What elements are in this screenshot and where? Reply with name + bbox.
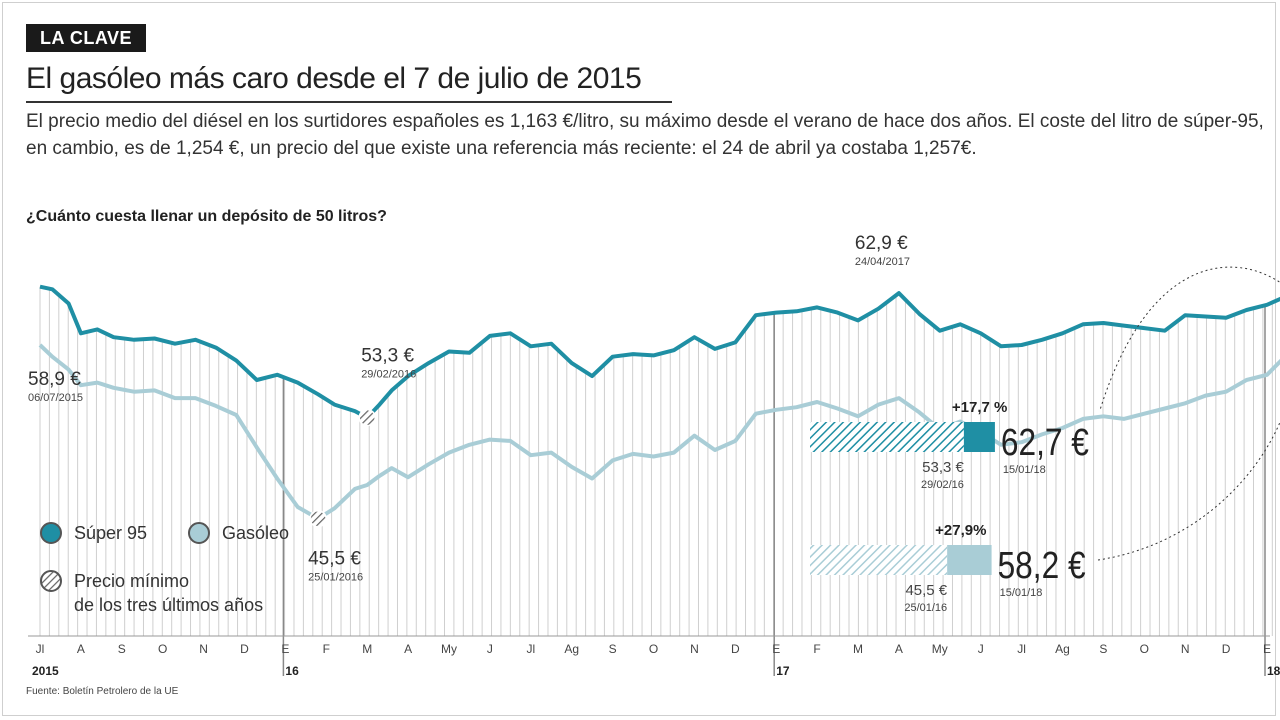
series-line [38,343,1280,521]
year-tick-label: 18 [1267,664,1280,678]
legend-minimum-swatch [40,570,62,592]
legend-minimum-line1: Precio mínimo [74,571,190,591]
legend-item-super: Súper 95 [40,522,147,544]
min-value-label: 53,3 € [922,459,964,476]
annotation-value: 62,9 € [855,233,908,254]
chart-lines [38,284,1280,521]
current-value-label: 58,2 € [998,545,1086,587]
min-price-bar [810,545,948,575]
minimum-marker [358,408,376,427]
month-tick-label: My [441,642,457,656]
min-value-label: 45,5 € [905,582,947,599]
legend-gasoleo-label: Gasóleo [222,522,290,543]
change-label: +27,9% [935,522,986,539]
x-axis: Jl A S O N D E F M A My J Jl Ag S O N D E F M A My J Jl Ag S O N D E 20… [32,642,1280,678]
legend-gasoleo-swatch [188,522,210,544]
legend-super-swatch [40,522,62,544]
month-tick-label: J [487,642,493,656]
month-tick-label: M [853,642,863,656]
month-tick-label: N [1181,642,1190,656]
month-tick-label: S [609,642,617,656]
current-date-label: 15/01/18 [1000,587,1043,599]
month-tick-label: O [649,642,658,656]
annotation-date: 06/07/2015 [28,392,83,404]
month-tick-label: A [895,642,903,656]
current-date-label: 15/01/18 [1003,464,1046,476]
month-tick-label: My [932,642,948,656]
month-tick-label: Ag [1055,642,1070,656]
min-price-bar [810,422,964,452]
month-tick-label: D [240,642,249,656]
chart-annotations: 58,9 € 06/07/2015 53,3 € 29/02/2016 45,5 € 25… [28,233,910,584]
month-tick-label: A [404,642,412,656]
month-tick-label: Jl [526,642,535,656]
month-tick-label: S [118,642,126,656]
description: El precio medio del diésel en los surtid… [26,111,1264,159]
month-tick-label: F [813,642,820,656]
month-tick-label: N [199,642,208,656]
annotation-date: 25/01/2016 [308,572,363,584]
month-tick-label: E [1263,642,1271,656]
source-note: Fuente: Boletín Petrolero de la UE [26,686,179,697]
year-tick-label: 17 [776,664,790,678]
month-tick-label: Jl [1017,642,1026,656]
min-date-label: 25/01/16 [904,602,947,614]
current-value-label: 62,7 € [1001,422,1089,464]
connector-gasoleo [1097,420,1280,561]
chart-question: ¿Cuánto cuesta llenar un depósito de 50 … [26,208,387,225]
change-label: +17,7 % [952,399,1007,416]
chart-grid [28,286,1273,676]
legend-super-label: Súper 95 [74,522,148,543]
series-line [39,284,1280,420]
annotation-date: 29/02/2016 [361,369,416,381]
month-tick-label: J [978,642,984,656]
legend-item-gasoleo: Gasóleo [188,522,289,544]
annotation-date: 24/04/2017 [855,256,910,268]
legend-item-minimum: Precio mínimo de los tres últimos años [40,569,263,617]
year-tick-label: 16 [285,664,299,678]
month-tick-label: M [362,642,372,656]
month-tick-label: Ag [564,642,579,656]
min-date-label: 29/02/16 [921,479,964,491]
page-title: El gasóleo más caro desde el 7 de julio … [26,62,642,95]
minimum-marker [309,509,327,528]
month-tick-label: D [731,642,740,656]
increase-bar [963,422,995,452]
title-underline [26,101,672,103]
month-tick-label: Jl [36,642,45,656]
annotation-value: 53,3 € [361,346,414,367]
month-tick-label: F [323,642,330,656]
month-tick-label: O [1140,642,1149,656]
annotation-value: 58,9 € [28,369,81,390]
month-tick-label: D [1222,642,1231,656]
month-tick-label: E [772,642,780,656]
legend-minimum-line2: de los tres últimos años [74,595,264,615]
month-tick-label: O [158,642,167,656]
month-tick-label: A [77,642,85,656]
annotation-value: 45,5 € [308,549,361,570]
section-tag: LA CLAVE [26,24,146,52]
year-tick-label: 2015 [32,664,59,678]
month-tick-label: N [690,642,699,656]
month-tick-label: E [281,642,289,656]
increase-bar [947,545,992,575]
month-tick-label: S [1099,642,1107,656]
connector-super [1099,266,1280,411]
